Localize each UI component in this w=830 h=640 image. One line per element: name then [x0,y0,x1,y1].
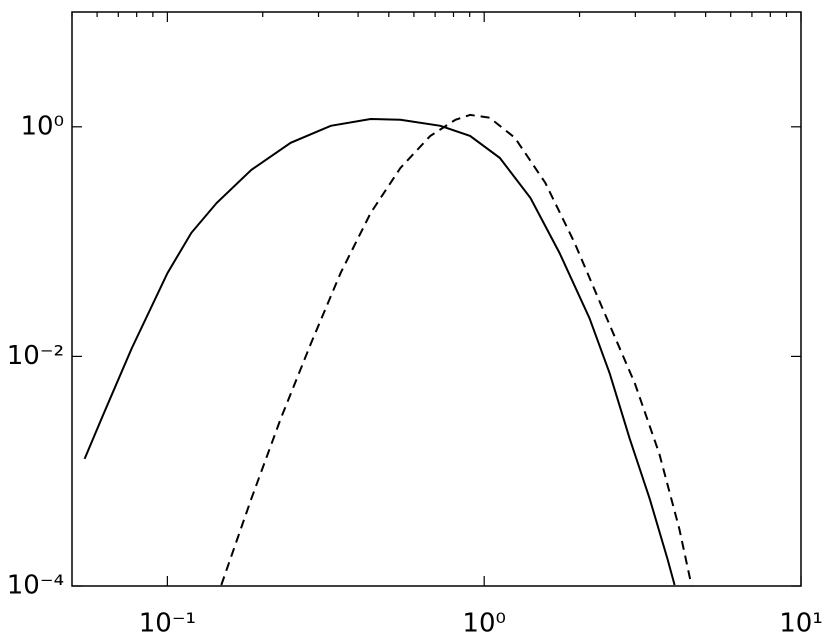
x-tick-label: 10⁻¹ [139,609,196,639]
y-tick-label: 10⁻² [7,341,64,371]
line-series [83,117,676,586]
plot-frame [71,11,802,587]
y-tick-label: 10⁻⁴ [7,571,64,601]
x-tick-label: 10⁰ [462,609,506,639]
y-tick-label: 10⁰ [20,111,64,141]
line-series [220,113,693,586]
x-tick-label: 10¹ [779,609,823,639]
